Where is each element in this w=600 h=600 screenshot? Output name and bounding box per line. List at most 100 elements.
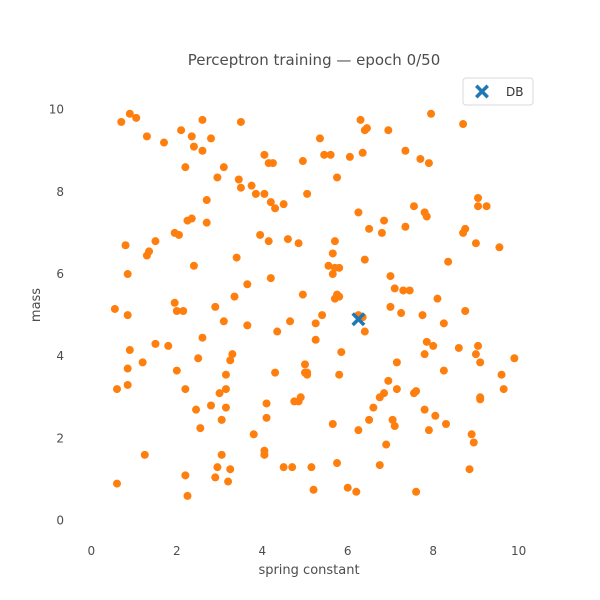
data-point bbox=[268, 159, 277, 168]
data-point bbox=[315, 134, 324, 143]
data-point bbox=[412, 487, 421, 496]
data-point bbox=[226, 356, 235, 365]
data-point bbox=[454, 343, 463, 352]
data-point bbox=[288, 463, 297, 472]
x-tick-label: 4 bbox=[258, 544, 266, 558]
data-point bbox=[207, 401, 215, 410]
data-point bbox=[390, 422, 399, 431]
legend: DB bbox=[462, 77, 534, 106]
data-point bbox=[172, 307, 181, 315]
data-point bbox=[324, 261, 333, 270]
data-point bbox=[384, 126, 393, 135]
data-point bbox=[286, 317, 295, 326]
data-point bbox=[424, 159, 433, 168]
data-point bbox=[303, 189, 312, 198]
data-point bbox=[307, 463, 316, 472]
data-point bbox=[183, 491, 192, 500]
data-point bbox=[365, 224, 374, 233]
data-point bbox=[192, 405, 201, 414]
data-point bbox=[497, 370, 506, 379]
data-point bbox=[354, 208, 363, 217]
data-point bbox=[189, 142, 198, 151]
data-point bbox=[249, 430, 258, 439]
data-point bbox=[309, 485, 318, 494]
y-tick-label: 2 bbox=[56, 431, 64, 445]
data-point bbox=[459, 120, 468, 129]
data-point bbox=[260, 189, 269, 198]
data-point bbox=[151, 237, 160, 246]
data-point bbox=[388, 415, 397, 424]
data-point bbox=[311, 335, 320, 344]
data-point bbox=[444, 257, 453, 266]
data-point bbox=[113, 479, 121, 488]
data-point bbox=[386, 272, 395, 281]
data-point bbox=[123, 270, 132, 279]
data-point bbox=[330, 237, 339, 246]
data-point bbox=[271, 368, 280, 377]
data-point bbox=[337, 348, 346, 357]
data-point bbox=[221, 370, 230, 379]
data-point bbox=[377, 228, 386, 237]
data-point bbox=[236, 117, 245, 126]
data-point bbox=[380, 216, 389, 225]
data-point bbox=[375, 461, 384, 470]
data-point bbox=[510, 354, 519, 363]
data-point bbox=[170, 298, 179, 307]
data-point bbox=[279, 463, 288, 472]
x-tick-label: 8 bbox=[429, 544, 437, 558]
data-point bbox=[311, 319, 320, 328]
data-point bbox=[202, 196, 211, 205]
data-point bbox=[198, 115, 207, 124]
data-point bbox=[221, 385, 230, 394]
data-point bbox=[181, 385, 190, 394]
data-point bbox=[260, 150, 269, 159]
data-point bbox=[217, 450, 226, 459]
data-point bbox=[335, 292, 344, 301]
legend-marker-db bbox=[475, 84, 489, 99]
data-point bbox=[401, 222, 410, 231]
y-tick-label: 8 bbox=[56, 185, 64, 199]
data-point bbox=[228, 350, 237, 359]
data-point bbox=[386, 302, 395, 311]
data-point bbox=[392, 385, 401, 394]
data-point bbox=[164, 341, 173, 350]
data-point bbox=[499, 385, 508, 394]
data-point bbox=[123, 364, 132, 373]
data-point bbox=[442, 420, 450, 428]
data-point bbox=[335, 263, 344, 272]
data-point bbox=[211, 302, 220, 311]
data-point bbox=[236, 183, 245, 192]
data-point bbox=[243, 321, 252, 330]
data-point bbox=[294, 239, 303, 248]
data-point bbox=[465, 465, 474, 474]
data-point bbox=[298, 290, 307, 299]
y-tick-label: 4 bbox=[56, 349, 64, 363]
data-point bbox=[234, 175, 243, 184]
data-point bbox=[177, 126, 186, 135]
data-point bbox=[420, 350, 429, 359]
data-point bbox=[215, 389, 224, 398]
y-tick-label: 10 bbox=[49, 103, 64, 117]
data-point bbox=[121, 241, 130, 250]
data-point bbox=[401, 146, 410, 155]
data-point bbox=[196, 424, 205, 433]
data-point bbox=[328, 249, 337, 258]
y-tick-label: 0 bbox=[56, 514, 64, 528]
data-point bbox=[345, 152, 354, 161]
data-point bbox=[142, 132, 151, 141]
data-point bbox=[207, 134, 215, 143]
data-point bbox=[360, 327, 369, 336]
data-point bbox=[369, 403, 378, 412]
data-point bbox=[262, 399, 271, 408]
data-point bbox=[219, 163, 228, 172]
data-point bbox=[469, 438, 478, 447]
legend-x-icon bbox=[475, 84, 489, 99]
data-point bbox=[211, 473, 220, 482]
data-point bbox=[298, 157, 307, 166]
data-point bbox=[418, 311, 427, 320]
data-point bbox=[384, 376, 393, 385]
data-point bbox=[461, 307, 470, 315]
data-point bbox=[232, 253, 241, 262]
data-point bbox=[422, 212, 431, 221]
data-point bbox=[416, 154, 425, 163]
